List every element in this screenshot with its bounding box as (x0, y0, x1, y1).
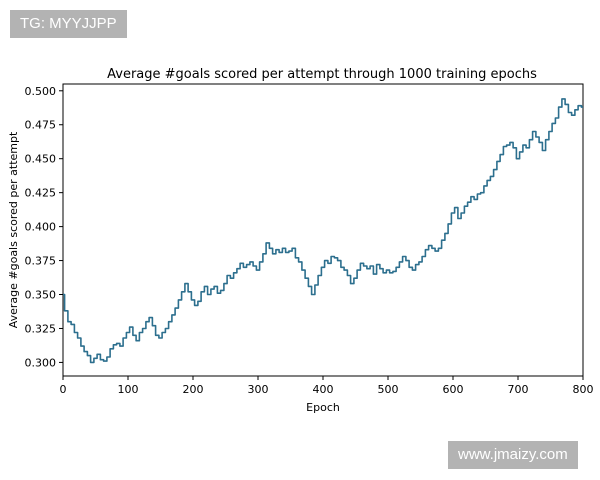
watermark-badge-top: TG: MYYJJPP (10, 10, 127, 38)
x-axis: 0 100 200 300 400 500 600 700 800 (60, 376, 594, 396)
watermark-badge-bottom: www.jmaizy.com (448, 441, 578, 469)
y-tick-label: 0.300 (25, 356, 57, 369)
x-tick-label: 100 (118, 383, 139, 396)
y-tick-label: 0.350 (25, 289, 57, 302)
x-tick-label: 800 (573, 383, 594, 396)
plot-area (62, 83, 584, 377)
y-tick-label: 0.500 (25, 85, 57, 98)
x-tick-label: 500 (378, 383, 399, 396)
y-tick-label: 0.450 (25, 153, 57, 166)
y-tick-label: 0.425 (25, 187, 57, 200)
x-tick-label: 700 (508, 383, 529, 396)
x-axis-label: Epoch (306, 401, 340, 414)
y-tick-label: 0.325 (25, 322, 57, 335)
chart-title: Average #goals scored per attempt throug… (107, 67, 537, 82)
y-tick-label: 0.375 (25, 255, 57, 268)
x-tick-label: 600 (443, 383, 464, 396)
y-tick-label: 0.400 (25, 221, 57, 234)
x-tick-label: 0 (60, 383, 67, 396)
y-axis-label: Average #goals scored per attempt (7, 131, 20, 328)
x-tick-label: 400 (313, 383, 334, 396)
y-axis: 0.300 0.325 0.350 0.375 0.400 0.425 0.450 0.475… (25, 85, 63, 369)
x-tick-label: 300 (248, 383, 269, 396)
series-line (63, 98, 583, 364)
y-tick-label: 0.475 (25, 119, 57, 132)
x-tick-label: 200 (183, 383, 204, 396)
